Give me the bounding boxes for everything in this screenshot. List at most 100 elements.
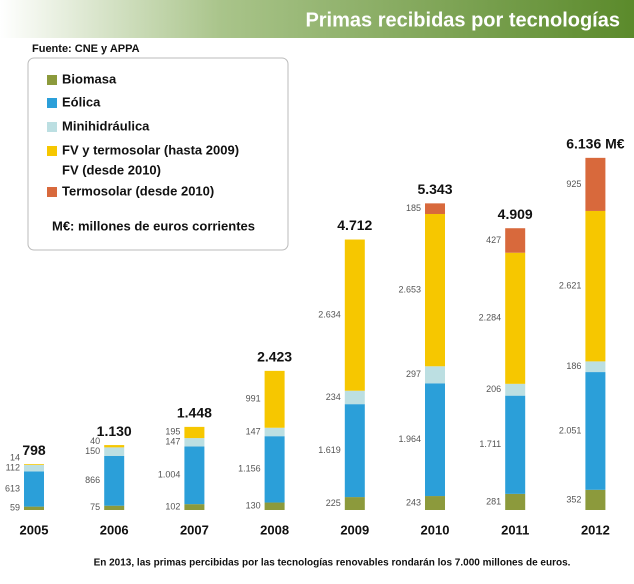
value-label: 2.051 <box>559 425 582 435</box>
bar-segment <box>24 464 44 472</box>
x-tick-label: 2008 <box>260 522 289 537</box>
value-label: 1.156 <box>238 464 261 474</box>
value-label: 1.711 <box>479 439 501 449</box>
bar-segment <box>24 506 44 510</box>
header-bar <box>0 0 634 38</box>
bar-segment <box>264 436 285 503</box>
value-label: 297 <box>406 369 421 379</box>
value-label: 2.653 <box>398 285 421 295</box>
value-label: 14 <box>10 453 20 463</box>
value-label: 866 <box>85 475 100 485</box>
value-label: 147 <box>165 437 180 447</box>
legend-label: Eólica <box>62 94 101 109</box>
value-label: 186 <box>566 361 581 371</box>
value-label: 613 <box>5 483 20 493</box>
value-label: 427 <box>486 235 501 245</box>
value-label: 243 <box>406 497 421 507</box>
value-label: 1.004 <box>158 470 181 480</box>
bar-segment <box>505 493 526 510</box>
bar-segment <box>585 210 606 362</box>
value-label: 130 <box>246 501 261 511</box>
chart-title: Primas recibidas por tecnologías <box>305 9 620 31</box>
bar-segment <box>104 455 125 506</box>
x-tick-label: 2012 <box>581 522 610 537</box>
bar-segment <box>264 502 285 510</box>
value-label: 925 <box>566 179 581 189</box>
bar-segment <box>344 497 365 510</box>
bar-segment <box>585 361 606 373</box>
bar-segment <box>425 203 445 214</box>
legend-swatch <box>47 75 57 85</box>
total-label: 5.343 <box>417 181 452 197</box>
bar-segment <box>505 383 526 396</box>
bar-segment <box>264 427 285 437</box>
value-label: 59 <box>10 503 20 513</box>
legend-swatch <box>47 187 57 197</box>
value-label: 281 <box>486 496 501 506</box>
bar-segment <box>344 239 365 391</box>
legend-box <box>27 57 289 251</box>
bar-segment <box>344 390 365 405</box>
legend-label: Minihidráulica <box>62 118 150 133</box>
value-label: 2.284 <box>479 313 502 323</box>
value-label: 147 <box>246 426 261 436</box>
x-tick-label: 2006 <box>100 522 129 537</box>
footnote: En 2013, las primas percibidas por las t… <box>94 558 571 569</box>
bar-segment <box>425 496 445 510</box>
bar-segment <box>184 426 205 439</box>
value-label: 2.634 <box>318 310 341 320</box>
value-label: 185 <box>406 203 421 213</box>
value-label: 352 <box>566 494 581 504</box>
total-label: 1.130 <box>97 423 132 439</box>
legend-swatch <box>47 146 57 156</box>
bar-segment <box>585 157 606 211</box>
legend-label: FV y termosolar (hasta 2009) <box>62 142 239 157</box>
total-label: 798 <box>22 442 46 458</box>
bar-segment <box>425 213 445 367</box>
x-tick-label: 2011 <box>501 522 529 537</box>
bar-segment <box>264 370 285 428</box>
total-label: 1.448 <box>177 405 212 421</box>
bar-segment <box>104 447 125 456</box>
bar-segment <box>184 446 205 505</box>
value-label: 234 <box>326 392 341 402</box>
bar-segment <box>344 404 365 498</box>
x-tick-label: 2009 <box>340 522 369 537</box>
x-tick-label: 2010 <box>421 522 450 537</box>
legend-swatch <box>47 98 57 108</box>
x-tick-label: 2007 <box>180 522 209 537</box>
total-label: 6.136 M€ <box>566 135 625 151</box>
bar-segment <box>104 445 125 448</box>
legend-swatch <box>47 122 57 132</box>
total-label: 2.423 <box>257 349 292 365</box>
total-label: 4.712 <box>337 217 372 233</box>
bar-segment <box>104 505 125 510</box>
value-label: 102 <box>165 501 180 511</box>
bar-segment <box>184 438 205 447</box>
value-label: 195 <box>165 427 180 437</box>
bar-segment <box>505 252 526 384</box>
bar-segment <box>24 471 44 507</box>
value-label: 112 <box>6 463 20 473</box>
legend-label: Termosolar (desde 2010) <box>62 183 214 198</box>
legend-note: M€: millones de euros corrientes <box>52 218 255 233</box>
value-label: 1.964 <box>398 434 421 444</box>
value-label: 991 <box>246 394 261 404</box>
bar-segment <box>24 464 44 465</box>
bar-segment <box>505 395 526 494</box>
bar-segment <box>184 504 205 510</box>
bar-segment <box>505 228 526 253</box>
legend-extra: FV (desde 2010) <box>62 162 161 177</box>
value-label: 2.621 <box>559 281 582 291</box>
value-label: 75 <box>90 502 100 512</box>
value-label: 40 <box>90 436 100 446</box>
bar-segment <box>425 366 445 384</box>
bar-segment <box>425 383 445 497</box>
legend-label: Biomasa <box>62 71 117 86</box>
source: Fuente: CNE y APPA <box>32 43 140 55</box>
value-label: 150 <box>85 446 100 456</box>
value-label: 206 <box>486 384 501 394</box>
total-label: 4.909 <box>498 206 533 222</box>
bar-segment <box>585 489 606 510</box>
